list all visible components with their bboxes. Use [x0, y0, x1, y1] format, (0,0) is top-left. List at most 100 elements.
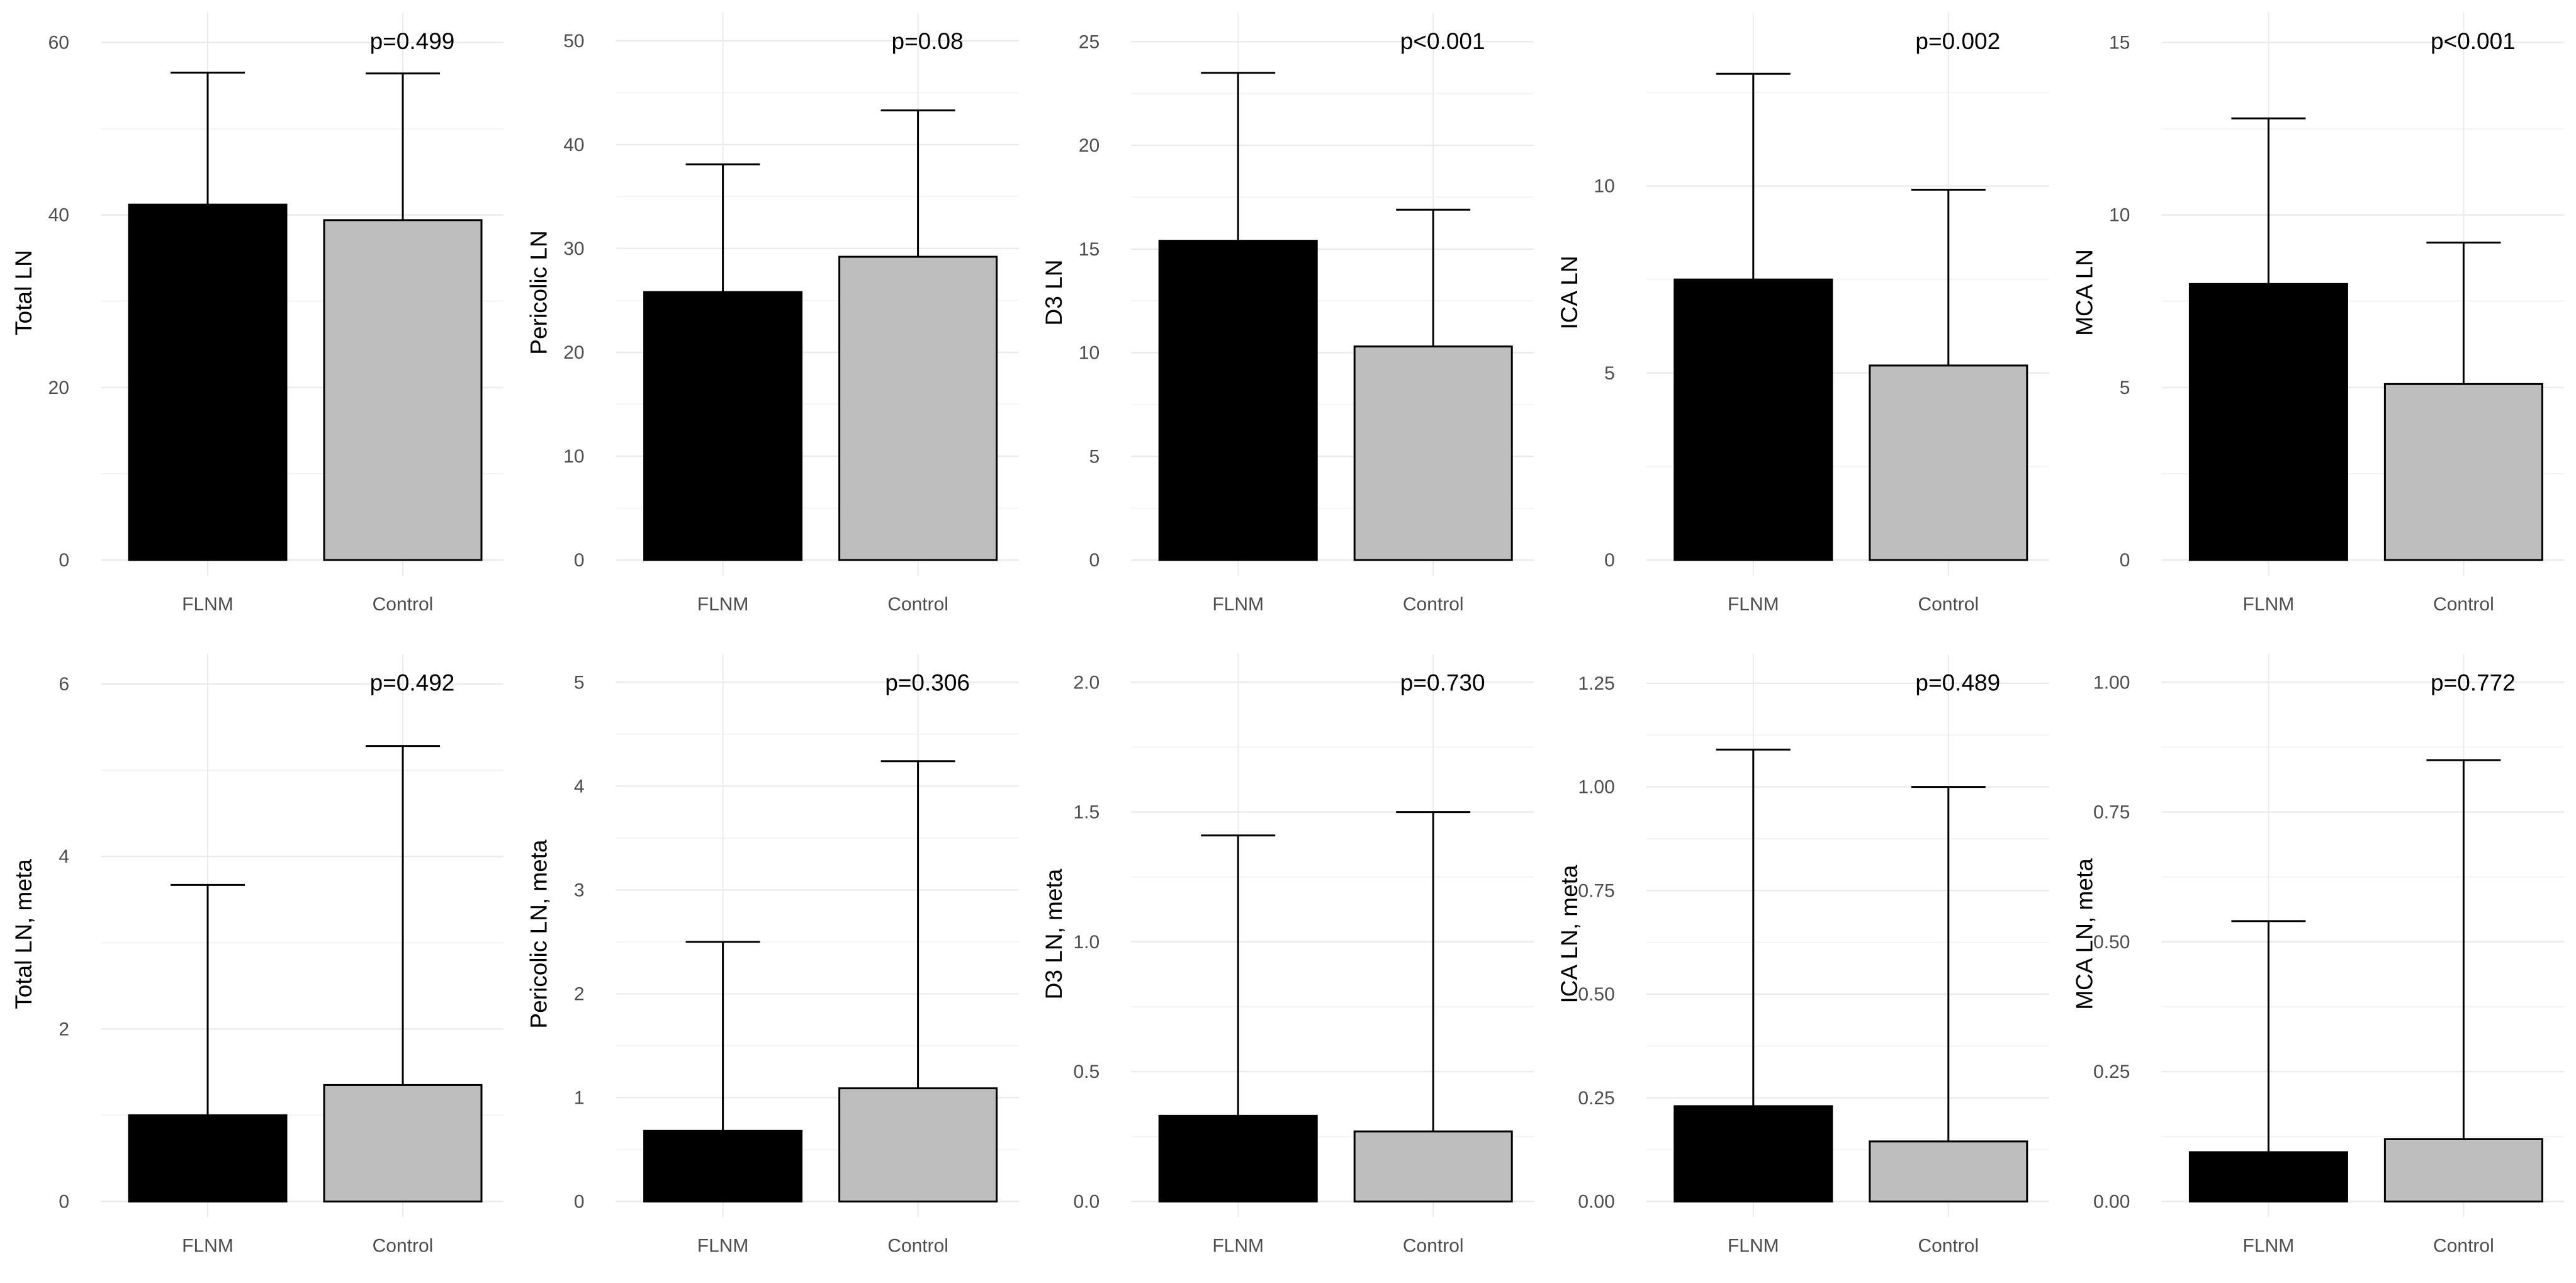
x-tick-label-flnm: FLNM	[2243, 594, 2295, 615]
x-tick-label-flnm: FLNM	[182, 594, 233, 615]
y-tick-label: 5	[2120, 378, 2130, 398]
p-value-annotation: p=0.306	[885, 670, 970, 696]
y-tick-label: 2	[59, 1019, 69, 1039]
y-tick-label: 40	[48, 205, 69, 226]
x-tick-label-flnm: FLNM	[697, 1236, 749, 1257]
bar-control	[2383, 383, 2543, 561]
y-tick-label: 1.00	[2093, 672, 2130, 693]
x-tick-label-flnm: FLNM	[182, 1236, 233, 1257]
x-tick-label-flnm: FLNM	[1728, 1236, 1779, 1257]
panel-d3-ln-meta: 0.0 0.5 1.0 1.5 2.0 FLNM Control p=0.730 D3 LN, …	[1041, 654, 1534, 1257]
y-tick-label: 0.50	[2093, 932, 2130, 953]
bar-flnm	[2188, 283, 2348, 561]
plot-area: 0 2 4 6 FLNM Control	[59, 654, 503, 1257]
y-tick-label: 25	[1079, 31, 1100, 52]
y-tick-label: 0	[2120, 550, 2130, 571]
y-tick-label: 10	[1079, 343, 1100, 364]
bar-control	[1353, 345, 1513, 561]
bar-control	[838, 255, 998, 561]
bar-flnm	[643, 1129, 803, 1202]
y-tick-label: 5	[1604, 363, 1615, 384]
bar-flnm	[1673, 278, 1833, 561]
y-axis-label: Total LN, meta	[11, 859, 37, 1009]
y-tick-label: 0.25	[1578, 1088, 1614, 1109]
y-tick-label: 0.5	[1073, 1062, 1100, 1082]
y-tick-label: 1.00	[1578, 777, 1614, 798]
y-tick-label: 0	[59, 1192, 69, 1213]
x-tick-label-flnm: FLNM	[1212, 594, 1264, 615]
y-tick-label: 0	[1604, 550, 1615, 571]
x-tick-label-control: Control	[373, 594, 434, 615]
bar-control	[1353, 1130, 1513, 1202]
plot-area: 0 5 10 FLNM Control	[1594, 13, 2049, 615]
p-value-annotation: p<0.001	[1400, 28, 1485, 54]
p-value-annotation: p=0.772	[2431, 670, 2516, 696]
y-tick-label: 0	[1089, 550, 1100, 571]
y-tick-label: 1.0	[1073, 932, 1100, 953]
bar-control	[838, 1087, 998, 1203]
y-axis-label: Pericolic LN	[526, 230, 552, 354]
plot-area: 0.00 0.25 0.50 0.75 1.00 1.25 FLNM Control	[1578, 654, 2049, 1257]
y-axis-label: D3 LN	[1041, 260, 1067, 326]
y-tick-label: 30	[563, 238, 584, 259]
x-tick-label-control: Control	[2433, 594, 2494, 615]
x-tick-label-flnm: FLNM	[1212, 1236, 1264, 1257]
panel-mca-ln-meta: 0.00 0.25 0.50 0.75 1.00 FLNM Control p=0.772 MC…	[2071, 654, 2565, 1257]
y-tick-label: 2.0	[1073, 672, 1100, 693]
x-tick-label-control: Control	[1918, 1236, 1979, 1257]
y-tick-label: 1	[574, 1087, 585, 1108]
y-tick-label: 0.75	[2093, 802, 2130, 823]
y-tick-label: 0	[59, 550, 69, 571]
bar-control	[323, 219, 483, 561]
bar-flnm	[128, 203, 288, 561]
y-tick-label: 5	[574, 672, 585, 693]
y-tick-label: 1.25	[1578, 673, 1614, 694]
panel-pericolic-ln-meta: 0 1 2 3 4 5 FLNM Control p=0.306 Pericolic LN, me…	[526, 654, 1019, 1257]
y-tick-label: 0.25	[2093, 1062, 2130, 1082]
panel-ica-ln: 0 5 10 FLNM Control p=0.002 ICA LN	[1556, 13, 2049, 615]
x-tick-label-control: Control	[887, 1236, 948, 1257]
bar-control	[323, 1084, 483, 1203]
y-axis-label: ICA LN, meta	[1556, 865, 1582, 1003]
y-axis-label: D3 LN, meta	[1041, 868, 1067, 999]
bar-control	[1869, 1140, 2028, 1202]
y-tick-label: 6	[59, 674, 69, 695]
p-value-annotation: p=0.489	[1915, 670, 2000, 696]
y-tick-label: 4	[574, 776, 585, 797]
y-axis-label: MCA LN, meta	[2071, 858, 2097, 1010]
y-tick-label: 15	[1079, 239, 1100, 260]
y-tick-label: 0	[574, 550, 585, 571]
bar-flnm	[128, 1114, 288, 1202]
y-tick-label: 10	[563, 446, 584, 467]
plot-area: 0.00 0.25 0.50 0.75 1.00 FLNM Control	[2093, 654, 2565, 1257]
x-tick-label-flnm: FLNM	[2243, 1236, 2295, 1257]
panel-d3-ln: 0 5 10 15 20 25 FLNM Control p<0.001 D3 LN	[1041, 13, 1534, 615]
x-tick-label-flnm: FLNM	[697, 594, 749, 615]
y-tick-label: 10	[2109, 205, 2130, 226]
x-tick-label-control: Control	[1403, 1236, 1464, 1257]
p-value-annotation: p<0.001	[2431, 28, 2516, 54]
panel-pericolic-ln: 0 10 20 30 40 50 FLNM Control p=0.08 Pericolic LN	[526, 13, 1019, 615]
x-tick-label-control: Control	[1403, 594, 1464, 615]
plot-area: 0 20 40 60 FLNM Control	[48, 13, 503, 615]
p-value-annotation: p=0.08	[891, 28, 963, 54]
panel-total-ln: 0 20 40 60 FLNM Control p=0.499 Total LN	[11, 13, 503, 615]
y-axis-label: Pericolic LN, meta	[526, 839, 552, 1029]
y-tick-label: 50	[563, 31, 584, 52]
y-tick-label: 0.00	[1578, 1192, 1614, 1213]
panel-mca-ln: 0 5 10 15 FLNM Control p<0.001 MCA LN	[2071, 13, 2565, 615]
y-tick-label: 40	[563, 135, 584, 155]
y-tick-label: 0.50	[1578, 984, 1614, 1005]
y-tick-label: 4	[59, 846, 69, 867]
y-tick-label: 0.00	[2093, 1192, 2130, 1213]
y-tick-label: 15	[2109, 32, 2130, 53]
y-axis-label: MCA LN	[2071, 249, 2097, 336]
y-tick-label: 1.5	[1073, 802, 1100, 823]
bar-flnm	[2188, 1151, 2348, 1202]
plot-area: 0 5 10 15 20 25 FLNM Control	[1079, 13, 1534, 615]
y-tick-label: 60	[48, 32, 69, 53]
y-tick-label: 0.0	[1073, 1192, 1100, 1213]
x-tick-label-control: Control	[1918, 594, 1979, 615]
plot-area: 0 5 10 15 FLNM Control	[2109, 13, 2565, 615]
